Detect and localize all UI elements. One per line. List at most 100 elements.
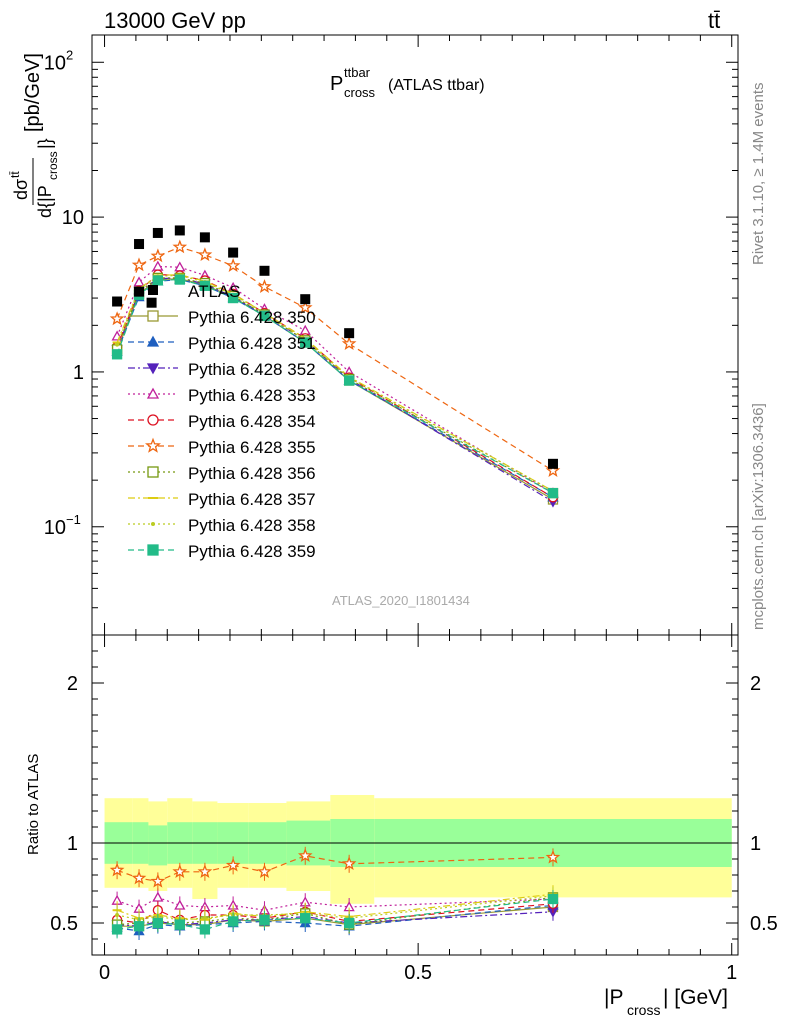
- series-5-point: [197, 247, 213, 262]
- main-title-sub: cross: [344, 85, 376, 100]
- main-y-tick-label-exp: −1: [66, 512, 81, 527]
- ratio-line-8: [116, 895, 554, 921]
- series-line-4: [116, 273, 554, 498]
- header-energy-label: 13000 GeV pp: [104, 8, 246, 33]
- ratio-series-9-point: [111, 924, 123, 935]
- ratio-x-tick-label: 0: [99, 962, 110, 984]
- ratio-line-1: [117, 904, 554, 932]
- series-line-5: [116, 246, 554, 472]
- ratio-y-tick-label-right: 0.5: [750, 913, 778, 935]
- legend-label-data: ATLAS: [188, 282, 241, 301]
- data-point: [300, 294, 311, 305]
- main-y-tick-label: 10: [44, 52, 66, 74]
- ratio-y-tick-label-right: 2: [750, 673, 761, 695]
- data-point: [146, 297, 157, 308]
- legend-marker-2: [146, 363, 160, 375]
- ylabel-fraction-top-sup: tt̄: [8, 171, 22, 178]
- ratio-line-2: [117, 911, 554, 927]
- series-9-point: [547, 487, 559, 499]
- data-point: [134, 239, 145, 250]
- legend-label-1: Pythia 6.428 351: [188, 334, 316, 353]
- xlabel-sub: cross: [627, 1002, 660, 1018]
- series-3-point: [133, 276, 145, 287]
- legend-marker-8: [151, 522, 155, 526]
- legend-label-3: Pythia 6.428 353: [188, 386, 316, 405]
- ratio-series-9-point: [300, 913, 311, 924]
- legend-label-2: Pythia 6.428 352: [188, 360, 316, 379]
- ratio-y-tick-label: 0.5: [50, 913, 78, 935]
- ratio-series-3-point: [174, 899, 186, 910]
- main-title-sup: ttbar: [344, 65, 371, 80]
- legend-label-0: Pythia 6.428 350: [188, 308, 316, 327]
- legend-label-8: Pythia 6.428 358: [188, 516, 316, 535]
- ylabel-fraction-bottom-sub: cross: [46, 151, 60, 180]
- series-5-point: [131, 257, 147, 272]
- data-point: [547, 458, 558, 469]
- series-line-0: [116, 278, 554, 501]
- legend-marker-1: [146, 335, 160, 347]
- series-line-1: [116, 278, 554, 498]
- legend-label-5: Pythia 6.428 355: [188, 438, 316, 457]
- ratio-series-3-point: [152, 891, 164, 902]
- data-point: [112, 296, 123, 307]
- main-y-tick-label: 10: [62, 207, 84, 229]
- rivet-version-label: Rivet 3.1.10, ≥ 1.4M events: [750, 83, 767, 266]
- ratio-line-9: [117, 898, 554, 931]
- legend-marker-data: [148, 285, 158, 295]
- xlabel-suffix: | [GeV]: [663, 986, 728, 1009]
- ratio-series-5-point: [197, 864, 213, 878]
- ratio-series-9-point: [547, 893, 559, 905]
- data-point: [152, 227, 163, 238]
- legend-label-6: Pythia 6.428 356: [188, 464, 316, 483]
- legend-label-9: Pythia 6.428 359: [188, 542, 316, 561]
- ylabel-fraction-top: dσ: [11, 179, 31, 200]
- legend-label-4: Pythia 6.428 354: [188, 412, 316, 431]
- legend-marker-6: [147, 466, 159, 478]
- series-line-3: [116, 265, 554, 494]
- ratio-series-5-point: [341, 856, 357, 870]
- series-9-point: [174, 274, 185, 285]
- legend-marker-3: [146, 387, 160, 399]
- series-9-point: [259, 310, 270, 322]
- data-point: [344, 328, 355, 339]
- ratio-series-9-point: [259, 914, 270, 925]
- ratio-line-5: [116, 855, 554, 883]
- series-9-point: [199, 280, 211, 291]
- mcplots-source-label: mcplots.cern.ch [arXiv:1306.3436]: [750, 403, 767, 630]
- ratio-y-axis-label: Ratio to ATLAS: [25, 754, 42, 855]
- series-5-point: [109, 311, 125, 326]
- ratio-series-9-point: [343, 917, 355, 929]
- series-9-point: [300, 337, 311, 348]
- ratio-series-5-point: [297, 848, 313, 862]
- data-point: [199, 232, 210, 243]
- main-title-main: P: [330, 73, 343, 95]
- ratio-series-5-point: [131, 870, 147, 885]
- ratio-series-9-point: [133, 921, 145, 932]
- ratio-series-8-point: [115, 913, 120, 917]
- legend-marker-4: [147, 414, 159, 426]
- series-8-point: [115, 342, 120, 347]
- legend: ATLAS Pythia 6.428 350 Pythia 6.428 351 Pyt…: [128, 282, 316, 561]
- ylabel-fraction-bottom-close: |}: [35, 138, 55, 149]
- data-point: [174, 225, 185, 236]
- ratio-series-8-point: [202, 916, 207, 921]
- ratio-series-5-point: [109, 862, 125, 877]
- ratio-y-tick-label: 1: [67, 833, 78, 855]
- series-3-point: [299, 324, 311, 335]
- xlabel-main: |P: [604, 986, 623, 1009]
- series-line-8: [116, 274, 554, 492]
- ratio-x-axis-label: |P cross | [GeV]: [604, 986, 728, 1018]
- analysis-id-label: ATLAS_2020_I1801434: [332, 593, 470, 608]
- main-y-tick-label: 1: [73, 362, 84, 384]
- ratio-series-5-point: [257, 864, 272, 878]
- series-5-point: [257, 279, 272, 294]
- ratio-series-9-point: [227, 916, 239, 927]
- ratio-line-7: [116, 893, 554, 921]
- ratio-series-5-point: [172, 864, 188, 878]
- legend-marker-0: [147, 310, 159, 322]
- series-5-point: [297, 299, 313, 314]
- main-y-tick-label-exp: 2: [66, 47, 73, 62]
- ratio-series-9-point: [174, 919, 185, 930]
- ratio-y-tick-label: 2: [67, 673, 78, 695]
